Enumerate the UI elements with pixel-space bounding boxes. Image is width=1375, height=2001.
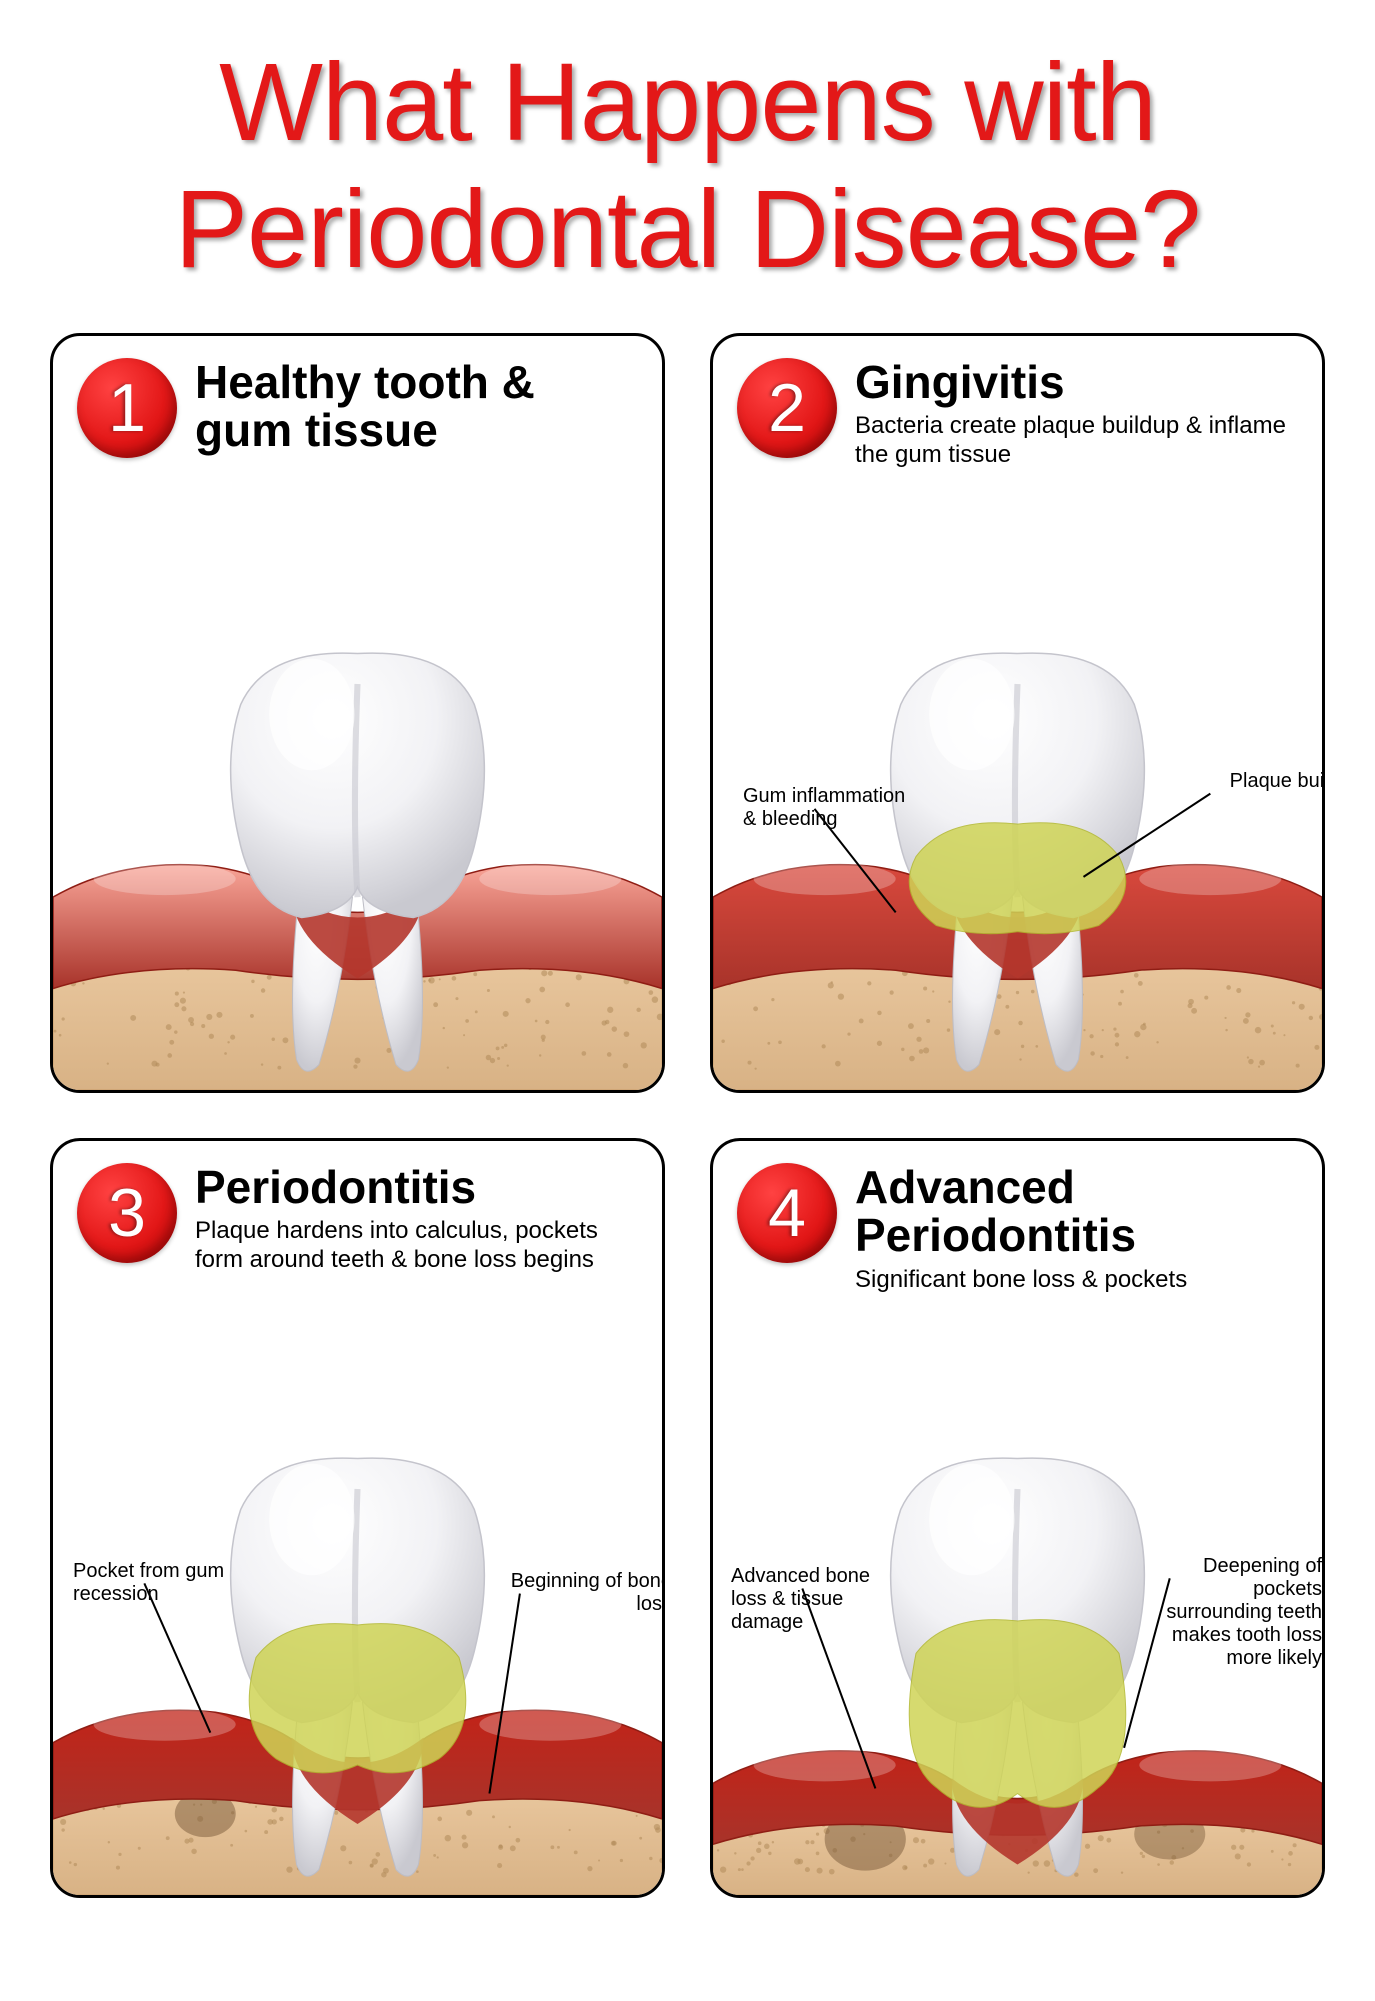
stage-number-badge: 2	[737, 358, 837, 458]
panel-title: Gingivitis	[855, 358, 1298, 406]
panel-subtitle: Significant bone loss & pockets	[855, 1266, 1298, 1295]
callout-label: Advanced bone loss & tissue damage	[731, 1565, 901, 1634]
callout-label: Gum inflammation & bleeding	[743, 785, 913, 831]
panel-subtitle: Plaque hardens into calculus, pockets fo…	[195, 1217, 638, 1275]
stage-number-badge: 4	[737, 1163, 837, 1263]
stage-panel-1: 1 Healthy tooth & gum tissue	[50, 333, 665, 1093]
callout-label: Deepening of pockets surrounding teeth m…	[1152, 1555, 1322, 1670]
panel-subtitle: Bacteria create plaque buildup & inflame…	[855, 412, 1298, 470]
tooth-illustration	[53, 570, 662, 1090]
tooth-illustration: Pocket from gum recession Beginning of bo…	[53, 1375, 662, 1895]
stage-number-badge: 1	[77, 358, 177, 458]
panel-title: Healthy tooth & gum tissue	[195, 358, 638, 455]
page-title: What Happens with Periodontal Disease?	[50, 40, 1325, 293]
panel-title: Periodontitis	[195, 1163, 638, 1211]
callout-label: Plaque buildup	[1230, 770, 1325, 793]
stage-number-badge: 3	[77, 1163, 177, 1263]
stage-panel-4: 4 Advanced Periodontitis Significant bon…	[710, 1138, 1325, 1898]
stage-panel-2: 2 Gingivitis Bacteria create plaque buil…	[710, 333, 1325, 1093]
callout-label: Pocket from gum recession	[73, 1560, 243, 1606]
stage-panel-3: 3 Periodontitis Plaque hardens into calc…	[50, 1138, 665, 1898]
callout-label: Beginning of bone loss	[502, 1570, 665, 1616]
panel-grid: 1 Healthy tooth & gum tissue	[50, 333, 1325, 1898]
tooth-illustration: Gum inflammation & bleeding Plaque buildu…	[713, 570, 1322, 1090]
panel-title: Advanced Periodontitis	[855, 1163, 1298, 1260]
tooth-illustration: Advanced bone loss & tissue damage Deepen…	[713, 1375, 1322, 1895]
